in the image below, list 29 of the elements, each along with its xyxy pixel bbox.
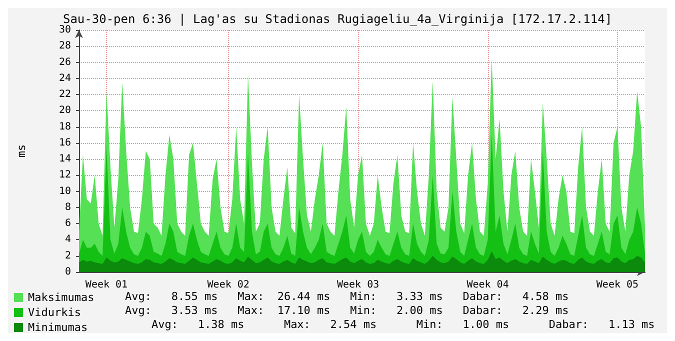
y-tick-label: 14 [58,154,71,165]
y-tick-label: 6 [64,218,71,230]
y-tick-label: 24 [58,72,71,84]
y-tick-label: 16 [58,137,71,148]
y-tick-label: 28 [58,40,71,52]
x-tick-label: Week 01 [85,280,128,290]
x-tick-label: Week 04 [466,280,509,290]
y-axis-title: ms [15,144,28,158]
x-tick-label: Week 03 [336,280,380,290]
y-tick-label: 2 [64,250,71,262]
y-tick-label: 22 [58,89,71,100]
legend-label: Maksimumas [28,291,94,304]
text: Avg: 8.55 ms Max: 26.44 ms Min: 3.33 ms Dabar: 4.58 ms [125,290,569,303]
chart-title: Sau-30-pen 6:36 | Lag'as su Stadionas Rugiageliu_4a_Virginija [172.17.2.114] [62,12,612,26]
text: Avg: 3.53 ms Max: 17.10 ms Min: 2.00 ms Dabar: 2.29 ms [125,304,569,317]
y-tick-label: 30 [58,24,71,36]
y-tick-label: 20 [58,105,71,116]
y-tick-label: 26 [58,56,71,68]
y-tick-label: 0 [64,266,71,278]
x-tick-label: Week 02 [207,280,250,290]
x-tick-label: Week 05 [596,280,639,290]
y-tick-label: 8 [64,202,71,213]
y-tick-label: 4 [64,234,71,246]
legend-label: Minimumas [28,321,88,334]
text: Avg: 1.38 ms Max: 2.54 ms Min: 1.00 ms Dabar: 1.13 ms [125,318,655,331]
legend-label: Vidurkis [28,306,81,319]
y-tick-label: 12 [58,170,71,181]
y-tick-label: 18 [58,121,71,132]
y-tick-label: 10 [58,186,71,197]
